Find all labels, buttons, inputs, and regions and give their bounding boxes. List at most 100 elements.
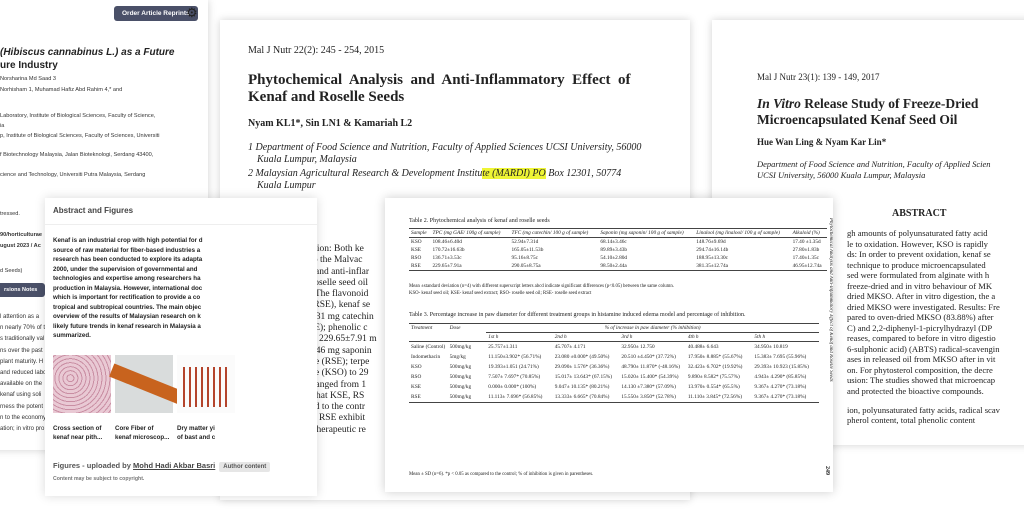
table-cell: Indomethacin xyxy=(411,354,441,360)
table-cell: 95.16±8.75c xyxy=(511,255,538,261)
text-line: 68.14±3.46 mg saponin xyxy=(282,345,372,356)
text-line: RSO and RSE exhibit xyxy=(282,413,366,424)
table-cell: 294.74±16.14b xyxy=(696,247,729,253)
uploader-link[interactable]: Mohd Hadi Akbar Basri xyxy=(133,461,216,470)
figure-caption[interactable]: Cross section of kenaf near pith... xyxy=(53,424,102,442)
table-row: KSE 500mg/kg 0.000± 0.000* (100%) 9.047± 10… xyxy=(409,382,819,392)
author-content-badge: Author content xyxy=(219,462,271,472)
table-cell: 45.707± 4.171 xyxy=(554,344,586,350)
article-title: In Vitro Release Study of Freeze-Dried M… xyxy=(757,96,978,128)
uploaded-label: Figures - uploaded by xyxy=(53,461,131,470)
table2-note: Mean ±standard deviation (n=4) with diff… xyxy=(409,284,674,289)
table-cell: 17.950± 8.885* (55.67%) xyxy=(687,354,743,360)
table-cell: 20.510 ±4.450* (37.72%) xyxy=(621,354,676,360)
text-line: ds: In order to prevent oxidation, kenaf… xyxy=(847,249,991,259)
table-row: RSE 229.65±7.91a 290.05±8.75a 98.50±2.44a 38… xyxy=(409,262,827,271)
author-line[interactable]: Norsharina Md Saad 3 xyxy=(0,76,56,82)
title-line: Phytochemical Analysis and Anti-Inflamma… xyxy=(248,72,631,88)
uploaded-by: Figures - uploaded by Mohd Hadi Akbar Ba… xyxy=(53,461,271,472)
table-cell: 9.367± 4.270* (73.18%) xyxy=(754,384,807,390)
table-cell: 11.150±3.902* (56.71%) xyxy=(488,354,542,360)
text-line: 52.94±7.31 mg catechin xyxy=(282,311,374,322)
text-line: n to the economy xyxy=(0,414,47,421)
text-line: source of raw material for fiber-based i… xyxy=(53,246,201,254)
text-line: extract (RSE), kenaf se xyxy=(282,300,371,311)
fiber-image xyxy=(109,363,184,405)
header-cell: Treatment xyxy=(409,323,448,333)
table-cell: 108.46±6.40d xyxy=(432,239,462,245)
text-line: ion, polyunsaturated fatty acids, radica… xyxy=(847,404,1000,415)
table-row: KSE 170.72±16.63b 165.05±11.53b 89.89±3.43b… xyxy=(409,246,827,254)
text-line: pared to oven-dried MKSO (83.88%) after xyxy=(847,312,994,322)
header-cell: Dose xyxy=(447,323,487,333)
article-title: (Hibiscus cannabinus L.) as a Future ure… xyxy=(0,46,174,72)
text-line: le to oxidation. However, KSO is rapidly xyxy=(847,238,988,249)
text-line: (RSO) to 229.65±7.91 m xyxy=(282,334,377,345)
table-cell: 5mg/kg xyxy=(449,354,466,360)
table2-abbrev: KSO- kenaf seed oil; KSE- kenaf seed ext… xyxy=(409,291,592,296)
text-line: reases, compared to before in vitro dige… xyxy=(847,333,996,343)
figure-caption[interactable]: Core Fiber of kenaf microscop... xyxy=(115,424,169,442)
text-line: technologies and expertise among researc… xyxy=(53,275,201,282)
header-cell: Linalool (mg linalool/ 100 g of sample) xyxy=(694,228,791,238)
authors: Hue Wan Ling & Nyam Kar Lin* xyxy=(757,137,887,147)
title-line: (Hibiscus cannabinus L.) as a Future xyxy=(0,47,175,58)
figure-thumbnail-cross-section[interactable] xyxy=(53,355,111,413)
text-line: sed were formulated from alginate with h xyxy=(847,270,990,280)
table3-caption: Table 3. Percentage increase in paw diam… xyxy=(409,312,746,318)
text-line: and reduced labo xyxy=(0,370,47,377)
table-cell: 13.970± 0.554* (65.5%) xyxy=(687,384,740,390)
order-reprints-button[interactable]: Order Article Reprints xyxy=(114,6,198,21)
caption-line: Cross section of xyxy=(53,425,102,432)
text-line: overview of the results of Malaysian res… xyxy=(53,313,201,320)
doi-link[interactable]: 90/horticulturae xyxy=(0,232,42,238)
text-line: 6-sulphonic acid) (ABTS) radical-scaveng… xyxy=(847,343,1000,354)
aff-text: 2 Malaysian Agricultural Research & Deve… xyxy=(248,168,483,179)
header-cell: TFC (mg catechin/ 100 g of sample) xyxy=(509,228,599,238)
journal-citation: Mal J Nutr 22(2): 245 - 254, 2015 xyxy=(248,45,385,56)
table-3: Treatment Dose% of increase in paw diamet… xyxy=(409,323,819,403)
versions-notes-button[interactable]: rsions Notes xyxy=(0,283,46,297)
abstract-text: Introduction: Both ke belong to the Malva… xyxy=(282,244,387,436)
author-line[interactable]: Norhisham 1, Muhamad Hafiz Abd Rahim 4,*… xyxy=(0,87,123,93)
header-cell: TPC (mg GAE/ 100g of sample) xyxy=(430,228,510,238)
figure-caption[interactable]: Dry matter yi of bast and c xyxy=(177,424,215,442)
aff-line: 1 Department of Food Science and Nutriti… xyxy=(248,142,642,153)
table-cell: 188.95±13.30c xyxy=(696,255,729,261)
text-line: content ranged from 1 xyxy=(282,379,367,390)
table2-caption: Table 2. Phytochemical analysis of kenaf… xyxy=(409,218,550,224)
header-cell: Saponin (mg saponin/ 100 g of sample) xyxy=(598,228,695,238)
date-line: ugust 2023 / Ac xyxy=(0,243,41,249)
text-line: pherol content, total phenolic content xyxy=(847,415,976,426)
table-cell: KSO xyxy=(411,364,422,370)
affiliation: cience and Technology, Universiti Putra … xyxy=(0,172,146,178)
table-row: RSO 500mg/kg 7.507± 7.697* (70.85%) 15.017±… xyxy=(409,372,819,382)
text-line: technique to produce microencapsulated xyxy=(847,259,986,270)
text-line: dried MKSO were investigated. Results: F… xyxy=(847,301,1000,312)
table-cell: 500mg/kg xyxy=(449,344,472,350)
table-cell: 17.40±1.35c xyxy=(792,255,820,261)
text-line: analysis and anti-inflar xyxy=(282,266,370,277)
bar-chart-image xyxy=(183,367,229,407)
table-cell: 500mg/kg xyxy=(449,374,472,380)
aff-line: Kuala Lumpur xyxy=(257,180,316,191)
table-cell: 40.488± 6.643 xyxy=(687,344,719,350)
text-line: on. For phytosterol composition, the dec… xyxy=(847,364,993,375)
text-line xyxy=(847,396,1000,405)
meta-line: tressed. xyxy=(0,211,20,217)
text-line: production in Malaysia. However, interna… xyxy=(53,284,203,292)
title-italic: In Vitro xyxy=(757,96,801,111)
figure-thumbnail-core-fiber[interactable] xyxy=(109,355,184,413)
header-cell: Sample xyxy=(409,228,431,238)
text-line: C) and 2,2-diphenyl-1-picrylhydrazyl (DP xyxy=(847,322,993,333)
header-cell: 4th h xyxy=(685,332,753,342)
table-cell: 165.05±11.53b xyxy=(511,247,544,253)
table-cell: KSE xyxy=(411,384,422,390)
figure-thumbnail-dry-matter-chart[interactable] xyxy=(177,355,235,413)
highlighted-text[interactable]: te (MARDI) PO xyxy=(482,168,546,179)
affiliation-1: 1 Department of Food Science and Nutriti… xyxy=(248,142,641,166)
table-cell: 7.507± 7.697* (70.85%) xyxy=(488,374,541,380)
table-cell: 9.047± 10.135* (80.21%) xyxy=(554,384,610,390)
caption-line: Dry matter yi xyxy=(177,425,215,432)
gear-icon[interactable]: ⚙ xyxy=(186,5,198,20)
